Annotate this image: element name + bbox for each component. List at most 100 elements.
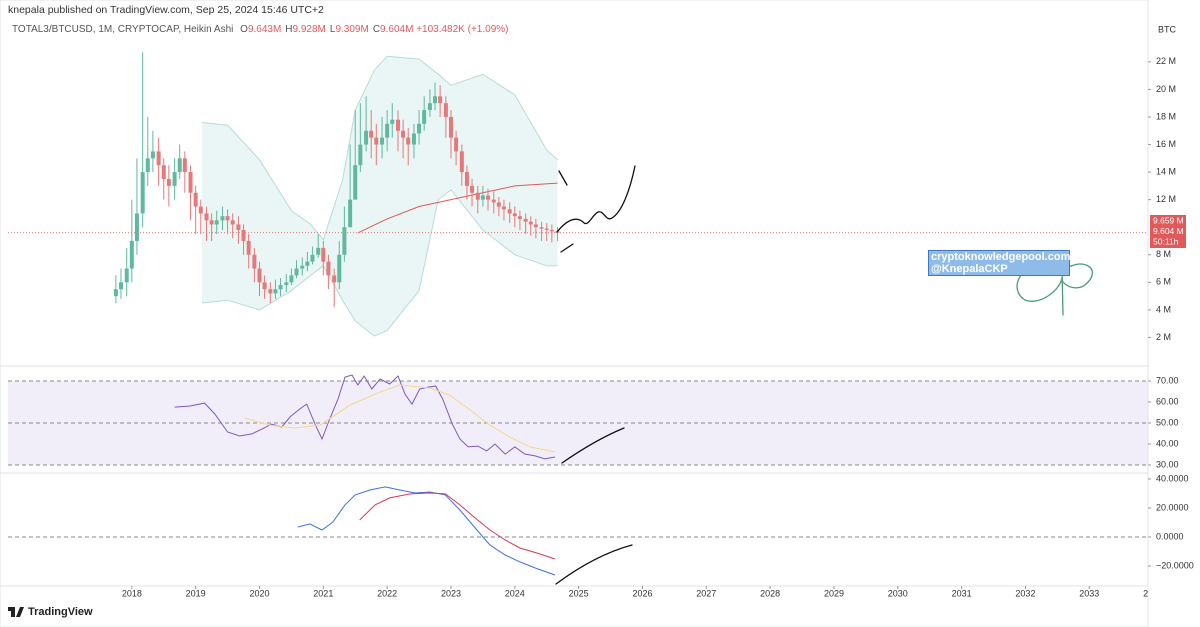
y-tick-label: 0.0000 [1156, 531, 1184, 541]
candle-body [422, 110, 427, 124]
price-label: 9.659 M [1153, 215, 1184, 225]
candle-body [150, 151, 155, 159]
candle-body [204, 213, 209, 221]
candle-body [124, 268, 129, 283]
candle-body [161, 165, 166, 179]
series-line [174, 374, 556, 460]
ohlc-value: 9.309M [335, 24, 369, 35]
candle-body [459, 151, 464, 173]
candle-body [193, 192, 198, 207]
y-tick-label: 22 M [1156, 56, 1176, 66]
candle-body [278, 285, 283, 290]
axis-unit: BTC [1158, 24, 1177, 34]
candle-body [225, 216, 230, 221]
candle-body [310, 254, 315, 262]
candle-body [390, 119, 395, 124]
candle-body [129, 240, 134, 269]
y-tick-label: 20 M [1156, 84, 1176, 94]
candle-body [134, 213, 139, 241]
candle-body [374, 137, 379, 145]
candle-body [172, 172, 177, 186]
candle-body [342, 227, 347, 255]
candle-body [257, 268, 262, 283]
x-tick-label: 2018 [122, 588, 142, 598]
ohlc-key: C [372, 24, 381, 35]
y-tick-label: 40.0000 [1156, 473, 1189, 483]
candle-body [533, 224, 538, 228]
y-tick-label: 20.0000 [1156, 502, 1189, 512]
x-tick-label: 2020 [249, 588, 269, 598]
y-tick-label: −20.0000 [1156, 560, 1194, 570]
ohlc-value: 9.643M [247, 24, 282, 35]
candle-body [273, 289, 278, 294]
candle-body [406, 137, 411, 145]
x-tick-label: 2023 [441, 588, 461, 598]
candle-body [321, 247, 326, 262]
y-tick-label: 50.00 [1156, 417, 1179, 427]
candle-body [198, 206, 203, 214]
candle-body [528, 221, 533, 225]
footer: TradingView [8, 606, 93, 618]
candle-body [220, 216, 225, 221]
candle-body [523, 218, 528, 222]
series-line [297, 486, 556, 576]
x-tick-label: 2021 [313, 588, 333, 598]
candle-body [380, 137, 385, 145]
candle-body [517, 216, 522, 219]
candle-body [262, 282, 267, 290]
drawing [558, 170, 568, 186]
candle-body [427, 103, 432, 111]
candle-body [289, 275, 294, 283]
y-tick-label: 4 M [1156, 304, 1171, 314]
y-tick-label: 16 M [1156, 139, 1176, 149]
x-tick-label: 2029 [824, 588, 844, 598]
y-tick-label: 12 M [1156, 194, 1176, 204]
candle-body [544, 228, 549, 230]
y-tick-label: 14 M [1156, 166, 1176, 176]
band-upper [201, 55, 558, 241]
x-tick-label: 2028 [760, 588, 780, 598]
price-label-bg [1150, 215, 1186, 248]
candle-body [326, 261, 331, 276]
candle-body [268, 289, 273, 294]
candle-body [438, 96, 443, 104]
candle-body [512, 213, 517, 217]
ohlc-value: 9.604M [380, 24, 414, 35]
drawings [555, 165, 1093, 585]
price-label: 9.604 M [1153, 226, 1184, 236]
legend: TOTAL3/BTCUSD, 1M, CRYPTOCAP, Heikin Ash… [12, 24, 508, 35]
x-tick-label: 2027 [696, 588, 716, 598]
candle-body [507, 209, 512, 214]
x-tick-label: 2026 [632, 588, 652, 598]
change: +103.482K (+1.09%) [416, 24, 509, 35]
candle-body [364, 130, 369, 145]
x-tick-label: 2022 [377, 588, 397, 598]
candle-body [396, 119, 400, 131]
candle-body [113, 289, 118, 297]
x-tick-label: 2033 [1079, 588, 1099, 598]
price-axis-bg [1148, 0, 1200, 627]
publisher: knepala published on TradingView.com, Se… [8, 4, 324, 16]
band-fill [202, 56, 558, 337]
x-tick-label: 2025 [569, 588, 589, 598]
brand: TradingView [28, 606, 93, 618]
logo [8, 607, 24, 617]
candle-body [496, 202, 501, 207]
candle-body [369, 130, 374, 138]
candle-body [156, 151, 161, 166]
candle-body [118, 282, 123, 290]
y-tick-label: 6 M [1156, 277, 1171, 287]
candle-body [182, 158, 187, 173]
y-tick-label: 70.00 [1156, 375, 1179, 385]
candle-body [316, 247, 321, 255]
candle-body [401, 130, 406, 138]
ohlc-key: L [329, 24, 336, 35]
series-line [359, 492, 556, 560]
candle-body [448, 116, 453, 138]
watermark-line: cryptoknowledgepool.com [931, 251, 1071, 263]
watermark-line: @KnepalaCKP [931, 263, 1008, 275]
candle-body [475, 192, 480, 200]
candle-body [214, 220, 219, 225]
candle-body [230, 220, 235, 225]
